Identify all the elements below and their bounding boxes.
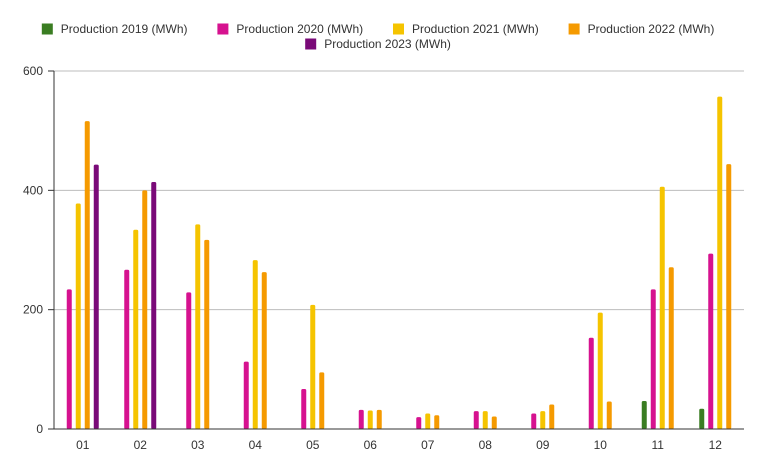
grid-lines bbox=[54, 70, 744, 311]
legend-swatch bbox=[41, 23, 53, 35]
bar-12-series-1[interactable] bbox=[699, 408, 705, 429]
bar-11-series-2[interactable] bbox=[650, 289, 656, 429]
bar-03-series-2[interactable] bbox=[186, 292, 192, 429]
x-tick-label: 09 bbox=[536, 438, 550, 452]
legend-swatch bbox=[568, 23, 580, 35]
x-tick-label: 10 bbox=[594, 438, 608, 452]
bar-04-series-2[interactable] bbox=[243, 361, 249, 429]
x-tick-label: 11 bbox=[652, 438, 665, 452]
bar-02-series-5[interactable] bbox=[151, 181, 157, 429]
bar-12-series-4[interactable] bbox=[726, 164, 732, 429]
legend-label: Production 2021 (MWh) bbox=[412, 22, 539, 36]
x-tick-label: 04 bbox=[249, 438, 263, 452]
bar-01-series-4[interactable] bbox=[84, 121, 90, 430]
legend-item[interactable]: Production 2023 (MWh) bbox=[305, 37, 451, 51]
bar-10-series-2[interactable] bbox=[588, 337, 594, 429]
bar-12-series-2[interactable] bbox=[708, 253, 714, 429]
axes bbox=[53, 71, 744, 430]
legend-label: Production 2022 (MWh) bbox=[588, 22, 715, 36]
bar-11-series-3[interactable] bbox=[659, 186, 665, 429]
bar-02-series-2[interactable] bbox=[124, 269, 130, 429]
bar-11-series-1[interactable] bbox=[641, 400, 647, 429]
bar-03-series-3[interactable] bbox=[195, 224, 201, 429]
y-tick-label: 600 bbox=[23, 64, 43, 78]
bar-06-series-3[interactable] bbox=[367, 410, 373, 429]
bar-07-series-4[interactable] bbox=[434, 415, 440, 429]
legend-item[interactable]: Production 2020 (MWh) bbox=[217, 22, 363, 36]
bar-08-series-2[interactable] bbox=[473, 411, 479, 429]
legend-label: Production 2020 (MWh) bbox=[236, 22, 363, 36]
bar-01-series-2[interactable] bbox=[66, 289, 72, 429]
y-tick-label: 0 bbox=[36, 422, 43, 436]
legend-item[interactable]: Production 2022 (MWh) bbox=[568, 22, 715, 36]
bar-06-series-2[interactable] bbox=[358, 409, 364, 429]
bar-08-series-3[interactable] bbox=[482, 411, 488, 429]
bars bbox=[66, 96, 732, 430]
x-tick-label: 01 bbox=[76, 438, 90, 452]
bar-10-series-4[interactable] bbox=[606, 401, 612, 429]
bar-01-series-3[interactable] bbox=[75, 203, 81, 429]
bar-04-series-3[interactable] bbox=[252, 260, 258, 429]
legend-label: Production 2019 (MWh) bbox=[61, 22, 188, 36]
bar-08-series-4[interactable] bbox=[491, 416, 497, 429]
bar-07-series-2[interactable] bbox=[416, 417, 422, 429]
bar-09-series-3[interactable] bbox=[540, 411, 546, 429]
bar-05-series-4[interactable] bbox=[319, 372, 325, 429]
bar-09-series-4[interactable] bbox=[549, 404, 555, 429]
bar-07-series-3[interactable] bbox=[425, 413, 431, 429]
x-tick-label: 08 bbox=[479, 438, 493, 452]
bar-05-series-3[interactable] bbox=[310, 304, 316, 429]
y-tick-label: 200 bbox=[23, 303, 43, 317]
legend-label: Production 2023 (MWh) bbox=[324, 37, 451, 51]
bar-05-series-2[interactable] bbox=[301, 389, 307, 429]
bar-06-series-4[interactable] bbox=[376, 409, 382, 429]
bar-10-series-3[interactable] bbox=[597, 312, 603, 429]
legend-item[interactable]: Production 2019 (MWh) bbox=[41, 22, 188, 36]
x-tick-label: 05 bbox=[306, 438, 320, 452]
legend: Production 2019 (MWh) Production 2020 (MW… bbox=[41, 22, 715, 51]
legend-swatch bbox=[217, 23, 229, 35]
x-tick-label: 12 bbox=[709, 438, 723, 452]
x-tick-label: 06 bbox=[364, 438, 378, 452]
legend-item[interactable]: Production 2021 (MWh) bbox=[393, 22, 539, 36]
y-tick-label: 400 bbox=[23, 183, 43, 197]
legend-swatch bbox=[393, 23, 404, 35]
bar-03-series-4[interactable] bbox=[204, 239, 210, 429]
x-tick-label: 03 bbox=[191, 438, 205, 452]
legend-swatch bbox=[305, 38, 317, 50]
bar-02-series-3[interactable] bbox=[133, 229, 139, 429]
bar-01-series-5[interactable] bbox=[93, 164, 99, 429]
y-tick-labels: 0 200 400 600 bbox=[23, 64, 54, 436]
x-tick-label: 07 bbox=[421, 438, 435, 452]
bar-02-series-4[interactable] bbox=[142, 190, 148, 429]
x-tick-labels: 01 02 03 04 05 06 07 08 09 10 11 12 bbox=[76, 438, 722, 452]
bar-12-series-3[interactable] bbox=[717, 96, 723, 429]
bar-11-series-4[interactable] bbox=[668, 267, 674, 429]
bar-04-series-4[interactable] bbox=[261, 272, 267, 429]
x-tick-label: 02 bbox=[134, 438, 148, 452]
bar-09-series-2[interactable] bbox=[531, 413, 537, 429]
